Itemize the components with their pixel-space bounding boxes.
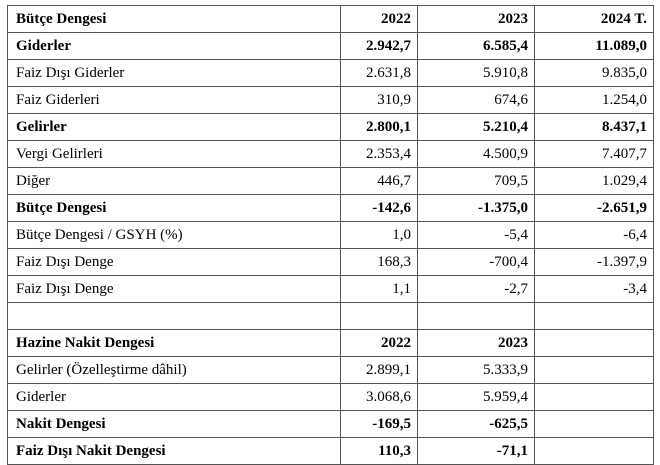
empty-cell (7, 302, 341, 330)
row-value: -5,4 (417, 221, 535, 249)
row-value: 7.407,7 (534, 140, 654, 168)
row-value: -2.651,9 (534, 194, 654, 222)
table-row: Nakit Dengesi -169,5 -625,5 (7, 410, 654, 438)
table-row: Gelirler 2.800,1 5.210,4 8.437,1 (7, 113, 654, 141)
budget-header-row: Bütçe Dengesi 2022 2023 2024 T. (7, 5, 654, 33)
header-title: Bütçe Dengesi (7, 5, 341, 33)
header-year: 2022 (340, 5, 418, 33)
row-value: 4.500,9 (417, 140, 535, 168)
row-value: 2.353,4 (340, 140, 418, 168)
row-value (534, 356, 654, 384)
row-value: -625,5 (417, 410, 535, 438)
header-year: 2022 (340, 329, 418, 357)
row-value: -142,6 (340, 194, 418, 222)
row-label: Diğer (7, 167, 341, 195)
row-value: 9.835,0 (534, 59, 654, 87)
empty-cell (417, 302, 535, 330)
row-value: 110,3 (340, 437, 418, 465)
table-row: Gelirler (Özelleştirme dâhil) 2.899,1 5.33… (7, 356, 654, 384)
row-value: 3.068,6 (340, 383, 418, 411)
row-label: Faiz Dışı Denge (7, 248, 341, 276)
row-value: -1.397,9 (534, 248, 654, 276)
row-value: -169,5 (340, 410, 418, 438)
row-label: Giderler (7, 32, 341, 60)
table-row: Faiz Giderleri 310,9 674,6 1.254,0 (7, 86, 654, 114)
table-row: Faiz Dışı Nakit Dengesi 110,3 -71,1 (7, 437, 654, 465)
row-label: Gelirler (7, 113, 341, 141)
fiscal-table-container: Bütçe Dengesi 2022 2023 2024 T. Giderler 2.94… (7, 5, 654, 465)
row-value: -71,1 (417, 437, 535, 465)
row-value: 310,9 (340, 86, 418, 114)
table-row: Giderler 3.068,6 5.959,4 (7, 383, 654, 411)
row-value (534, 410, 654, 438)
row-value: -2,7 (417, 275, 535, 303)
fiscal-table: Bütçe Dengesi 2022 2023 2024 T. Giderler 2.94… (7, 5, 654, 465)
empty-cell (534, 302, 654, 330)
row-label: Faiz Dışı Nakit Dengesi (7, 437, 341, 465)
empty-cell (340, 302, 418, 330)
table-row: Faiz Dışı Denge 1,1 -2,7 -3,4 (7, 275, 654, 303)
row-value: 2.899,1 (340, 356, 418, 384)
row-value: -3,4 (534, 275, 654, 303)
header-year: 2023 (417, 5, 535, 33)
row-label: Bütçe Dengesi (7, 194, 341, 222)
header-title: Hazine Nakit Dengesi (7, 329, 341, 357)
table-row: Bütçe Dengesi -142,6 -1.375,0 -2.651,9 (7, 194, 654, 222)
row-value: 709,5 (417, 167, 535, 195)
row-value: -1.375,0 (417, 194, 535, 222)
row-value: 674,6 (417, 86, 535, 114)
row-value: 446,7 (340, 167, 418, 195)
row-label: Bütçe Dengesi / GSYH (%) (7, 221, 341, 249)
row-label: Vergi Gelirleri (7, 140, 341, 168)
row-value: 5.333,9 (417, 356, 535, 384)
row-value: 5.210,4 (417, 113, 535, 141)
row-value: 1,1 (340, 275, 418, 303)
row-label: Nakit Dengesi (7, 410, 341, 438)
row-label: Faiz Dışı Giderler (7, 59, 341, 87)
row-value: 2.942,7 (340, 32, 418, 60)
row-value: 8.437,1 (534, 113, 654, 141)
row-value (534, 437, 654, 465)
header-year (534, 329, 654, 357)
row-value: -6,4 (534, 221, 654, 249)
row-label: Giderler (7, 383, 341, 411)
table-row: Diğer 446,7 709,5 1.029,4 (7, 167, 654, 195)
row-value: 1.029,4 (534, 167, 654, 195)
row-value: 2.800,1 (340, 113, 418, 141)
row-label: Gelirler (Özelleştirme dâhil) (7, 356, 341, 384)
table-row: Bütçe Dengesi / GSYH (%) 1,0 -5,4 -6,4 (7, 221, 654, 249)
header-year: 2023 (417, 329, 535, 357)
row-value: 1,0 (340, 221, 418, 249)
row-value: 11.089,0 (534, 32, 654, 60)
row-value: 5.910,8 (417, 59, 535, 87)
fiscal-table-body: Bütçe Dengesi 2022 2023 2024 T. Giderler 2.94… (7, 5, 654, 465)
row-value: 1.254,0 (534, 86, 654, 114)
row-value: 5.959,4 (417, 383, 535, 411)
table-row: Faiz Dışı Giderler 2.631,8 5.910,8 9.835,0 (7, 59, 654, 87)
table-row: Giderler 2.942,7 6.585,4 11.089,0 (7, 32, 654, 60)
treasury-header-row: Hazine Nakit Dengesi 2022 2023 (7, 329, 654, 357)
row-value: 2.631,8 (340, 59, 418, 87)
separator-row (7, 302, 654, 330)
header-year: 2024 T. (534, 5, 654, 33)
row-value: 168,3 (340, 248, 418, 276)
row-label: Faiz Dışı Denge (7, 275, 341, 303)
table-row: Faiz Dışı Denge 168,3 -700,4 -1.397,9 (7, 248, 654, 276)
row-value: -700,4 (417, 248, 535, 276)
row-value (534, 383, 654, 411)
table-row: Vergi Gelirleri 2.353,4 4.500,9 7.407,7 (7, 140, 654, 168)
row-value: 6.585,4 (417, 32, 535, 60)
row-label: Faiz Giderleri (7, 86, 341, 114)
